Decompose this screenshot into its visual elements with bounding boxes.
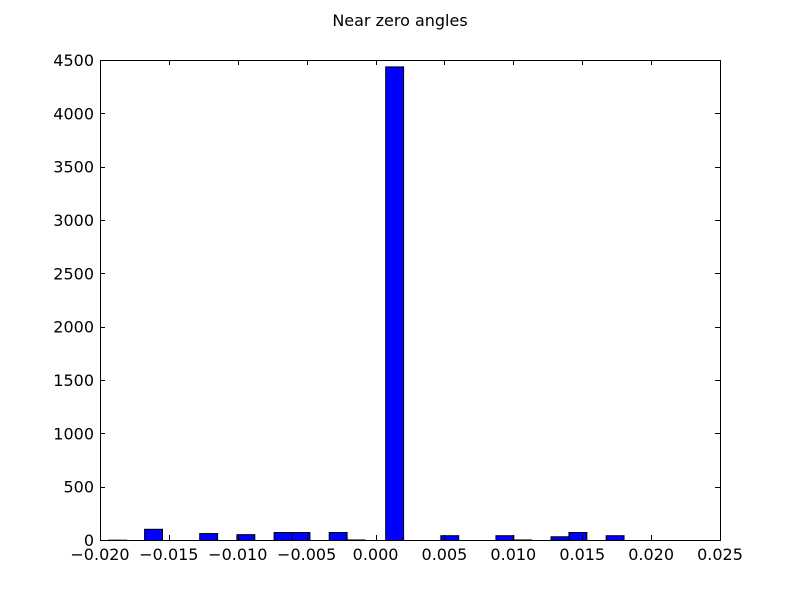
y-tick-labels: 0 500 1000 1500 2000 2500 3000 3500 4000 4500 [53, 51, 94, 550]
y-tick-label: 1500 [53, 371, 94, 390]
bars-group [108, 66, 625, 542]
histogram-bar [440, 535, 460, 542]
histogram-bar [144, 528, 163, 541]
y-tick-label: 3500 [53, 158, 94, 177]
histogram-bar [385, 66, 405, 542]
x-tick-label: −0.015 [139, 545, 198, 564]
histogram-bar [605, 535, 625, 542]
x-tick-label: 0.010 [490, 545, 536, 564]
x-tick-label: −0.010 [208, 545, 267, 564]
chart-title: Near zero angles [332, 11, 467, 30]
y-tick-label: 3000 [53, 211, 94, 230]
histogram-bar [550, 536, 570, 541]
histogram-bar [199, 533, 219, 541]
x-tick-label: 0.020 [628, 545, 674, 564]
y-tick-label: 4000 [53, 104, 94, 123]
y-tick-label: 2500 [53, 264, 94, 283]
x-tick-label: 0.005 [422, 545, 468, 564]
plot-frame [100, 60, 721, 541]
x-tick-labels: −0.020 −0.015 −0.010 −0.005 0.000 0.005 0.010 0… [70, 545, 743, 564]
ticks-group [100, 60, 721, 541]
y-tick-label: 2000 [53, 318, 94, 337]
y-tick-label: 0 [84, 531, 94, 550]
histogram-bar [568, 532, 588, 541]
x-tick-label: 0.015 [559, 545, 605, 564]
x-tick-label: 0.025 [697, 545, 743, 564]
histogram-bar [236, 534, 256, 542]
y-tick-label: 500 [63, 478, 94, 497]
x-tick-label: −0.005 [277, 545, 336, 564]
y-tick-label: 1000 [53, 424, 94, 443]
y-tick-label: 4500 [53, 51, 94, 70]
histogram-bar [273, 532, 293, 541]
histogram-bar [328, 532, 348, 541]
x-tick-label: 0.000 [353, 545, 399, 564]
histogram-bar [495, 535, 515, 542]
x-tick-label: −0.020 [70, 545, 129, 564]
